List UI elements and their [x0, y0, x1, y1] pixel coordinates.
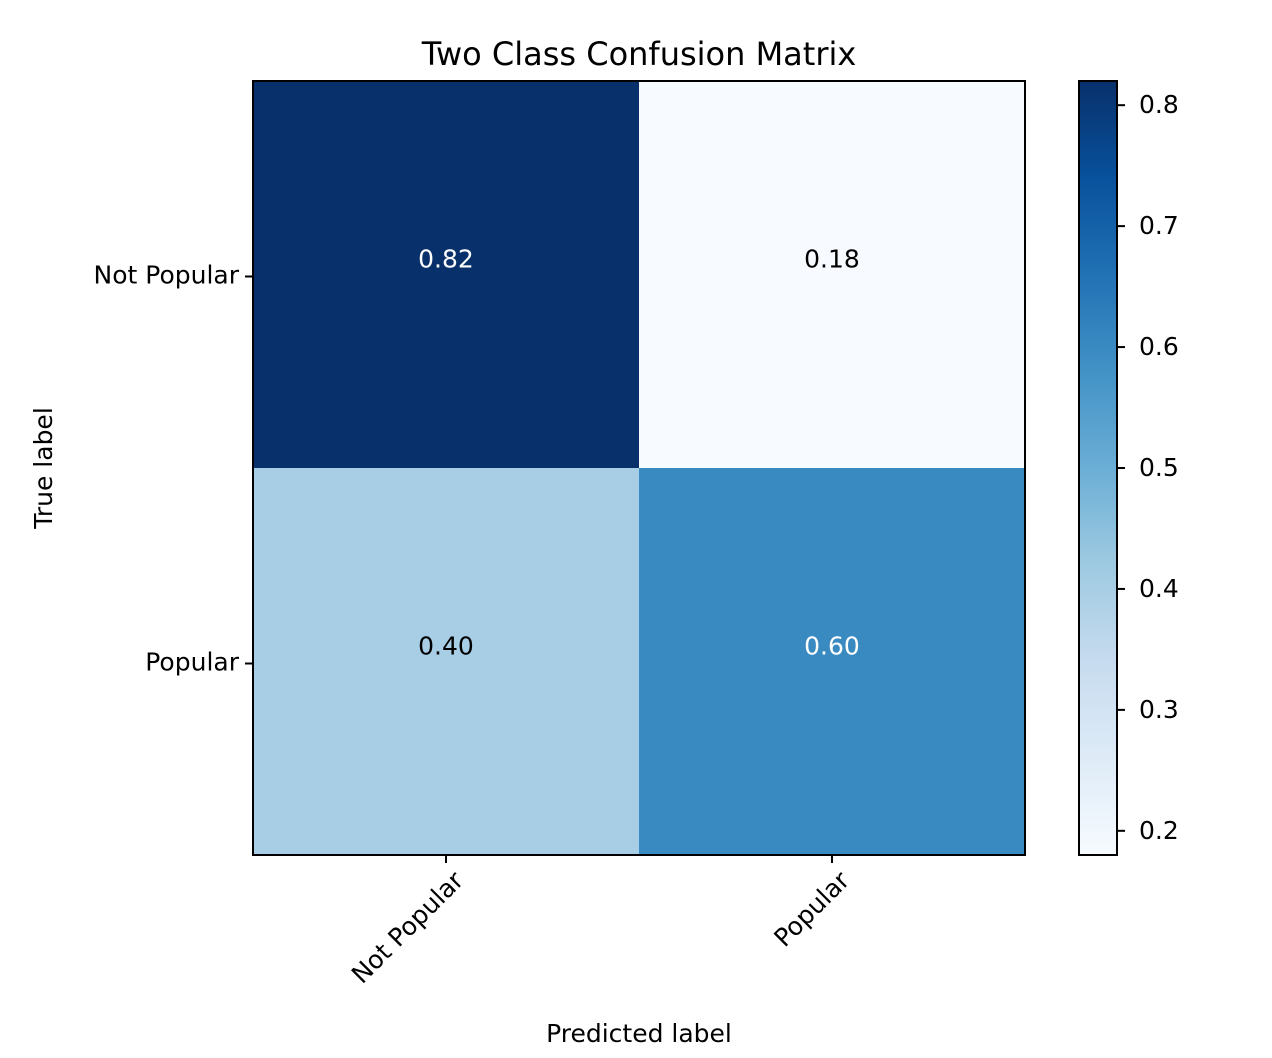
plot-frame	[252, 80, 1026, 856]
x-tick-label-0: Not Popular	[346, 865, 470, 989]
colorbar-tick-label-5: 0.7	[1139, 211, 1179, 240]
colorbar-tick-label-3: 0.5	[1139, 453, 1179, 482]
colorbar-tick-label-2: 0.4	[1139, 574, 1179, 603]
cell-r1-c0	[253, 468, 640, 856]
matrix-cell-labels: 0.82 0.18 0.40 0.60	[418, 245, 860, 661]
colorbar-tick-label-0: 0.2	[1139, 816, 1179, 845]
y-tick-label-0: Not Popular	[94, 261, 240, 290]
colorbar-tick-label-1: 0.3	[1139, 695, 1179, 724]
matrix-cells	[253, 81, 1026, 856]
cell-label-r0-c1: 0.18	[804, 245, 860, 274]
x-tick-label-1: Popular	[768, 865, 855, 952]
x-axis-ticks: Not Popular Popular	[346, 855, 856, 989]
y-axis-label: True label	[29, 407, 58, 530]
cell-r1-c1	[639, 468, 1026, 856]
x-axis-label: Predicted label	[546, 1019, 732, 1048]
y-tick-label-1: Popular	[145, 648, 239, 677]
cell-label-r0-c0: 0.82	[418, 245, 474, 274]
colorbar	[1078, 80, 1118, 856]
cell-r0-c1	[639, 81, 1026, 469]
cell-label-r1-c1: 0.60	[804, 632, 860, 661]
colorbar-tick-label-6: 0.8	[1139, 90, 1179, 119]
cell-r0-c0	[253, 81, 640, 469]
colorbar-ticks: 0.2 0.3 0.4 0.5 0.6 0.7 0.8	[1117, 90, 1179, 845]
y-axis-ticks: Not Popular Popular	[94, 261, 253, 677]
colorbar-tick-label-4: 0.6	[1139, 332, 1179, 361]
chart-title: Two Class Confusion Matrix	[421, 35, 857, 73]
cell-label-r1-c0: 0.40	[418, 632, 474, 661]
